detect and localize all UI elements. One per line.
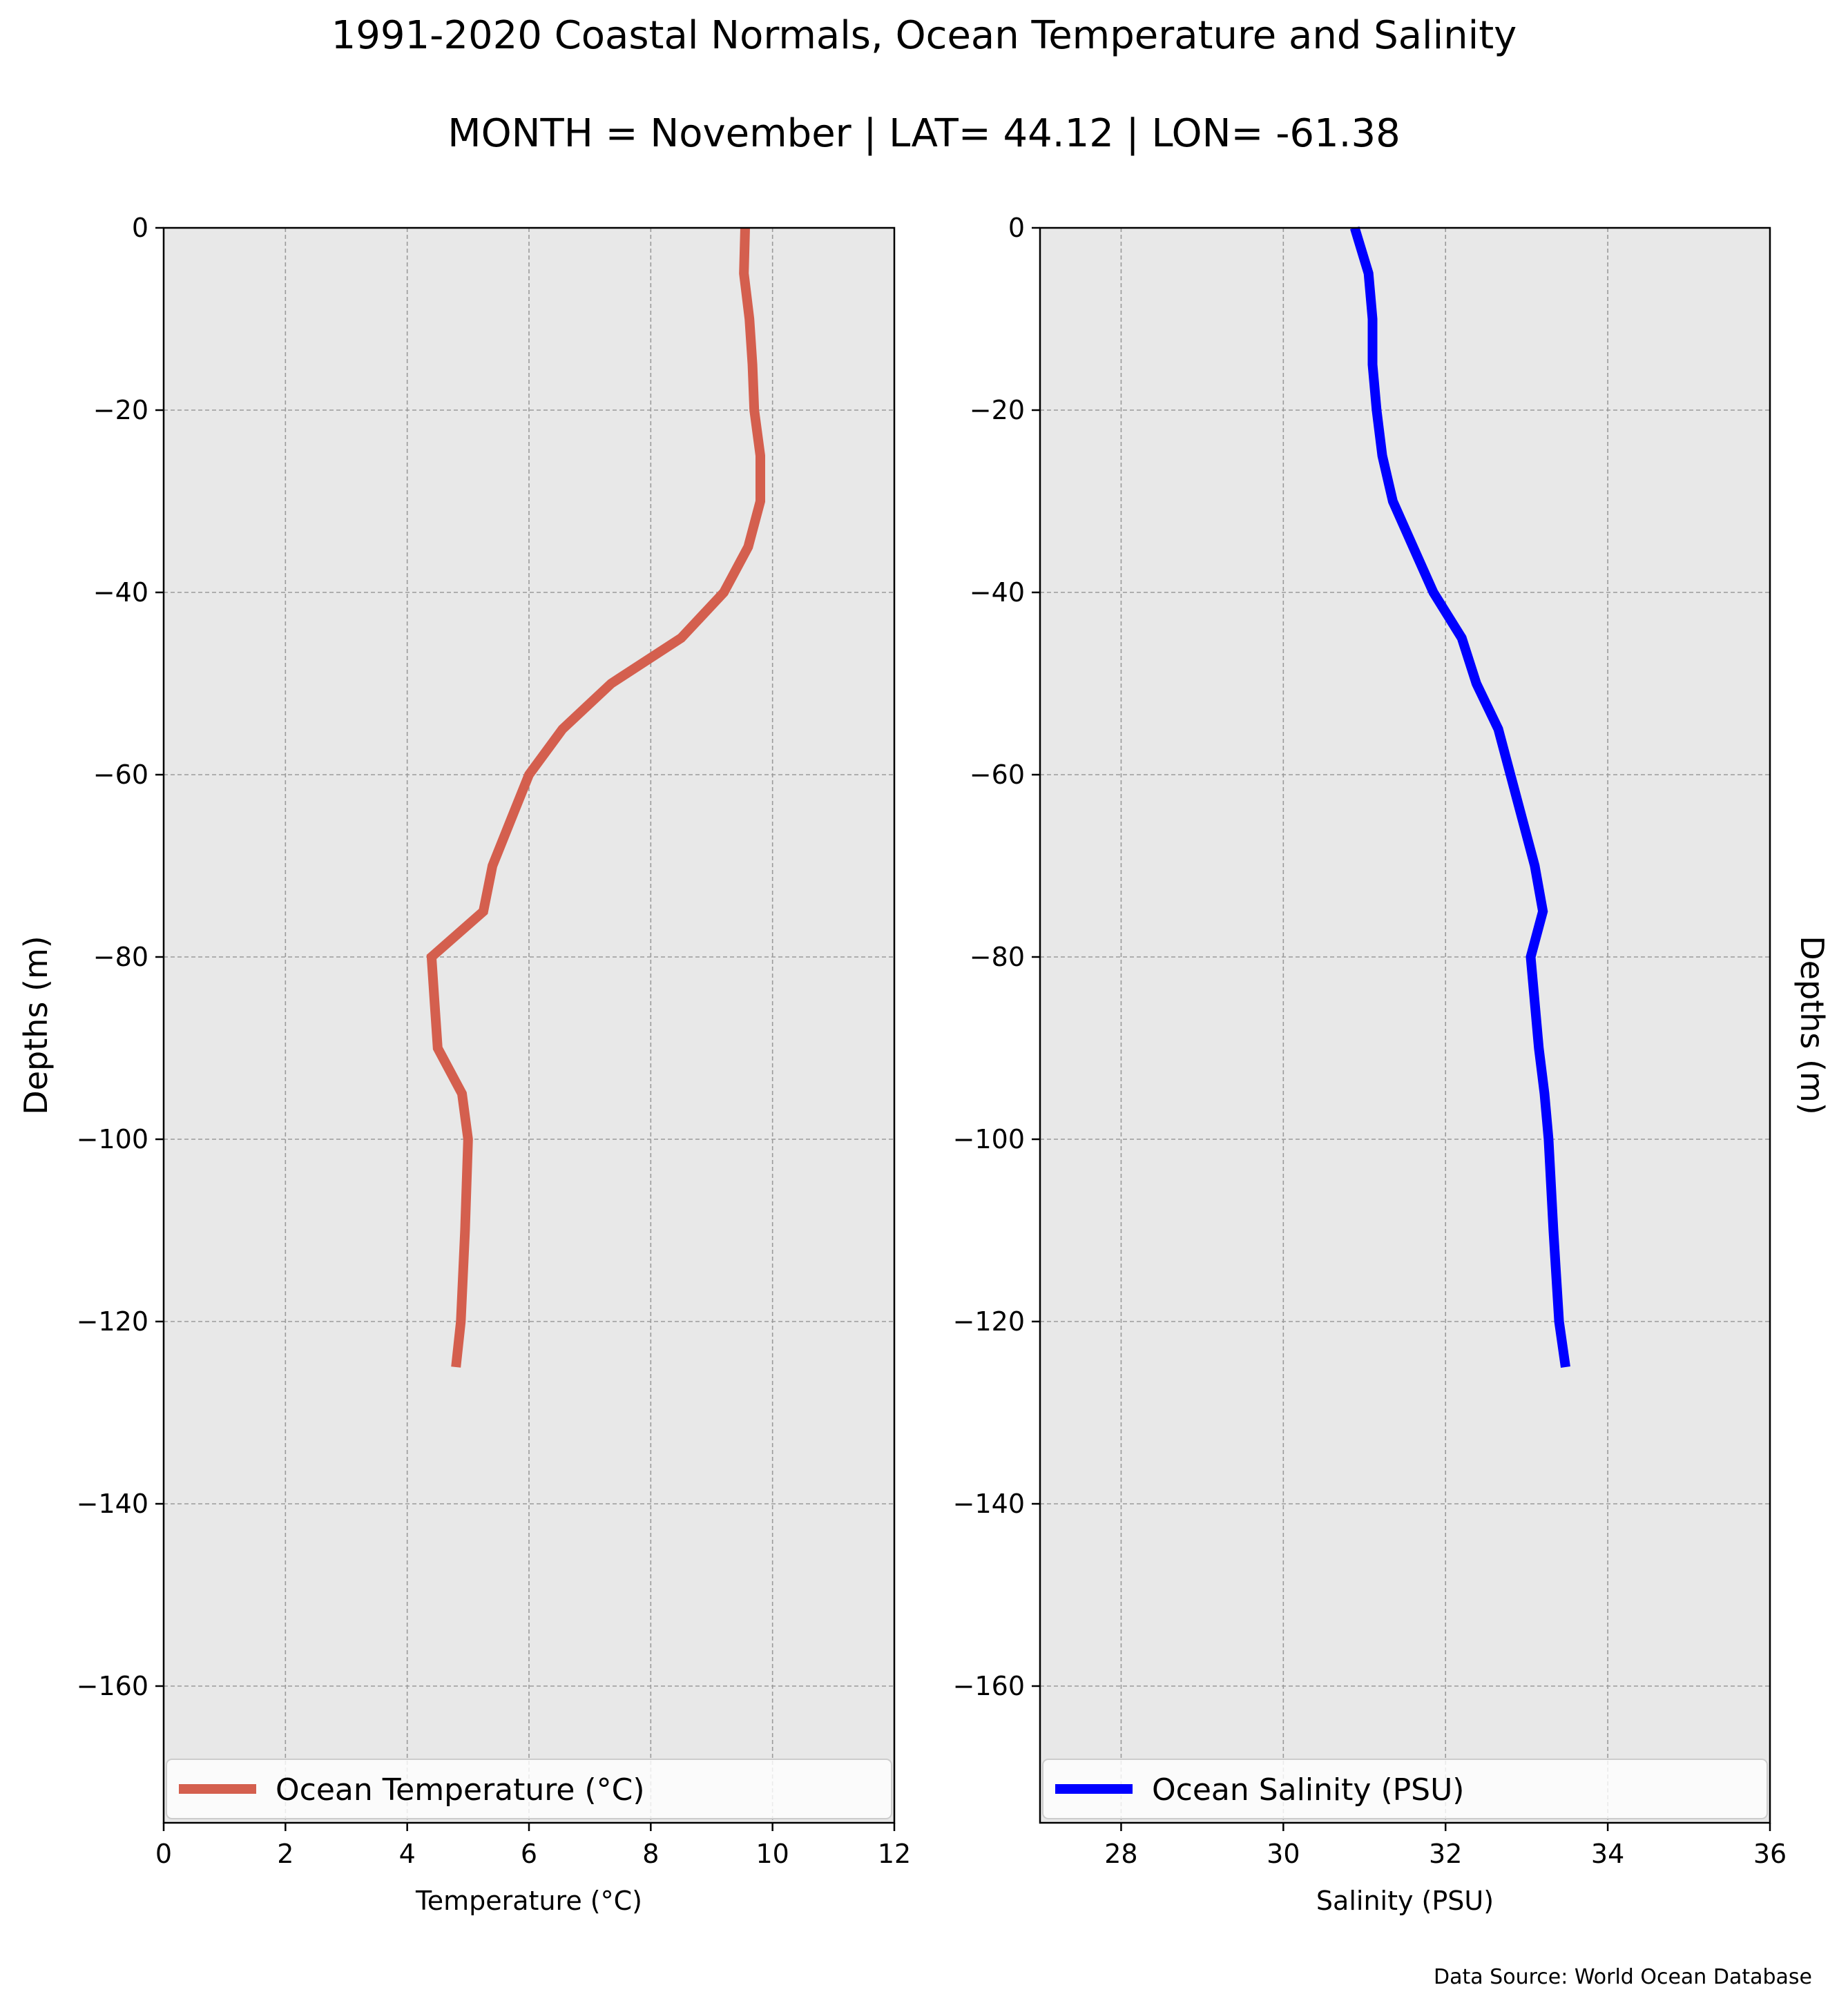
y-tick-label: −20 (970, 395, 1025, 425)
y-tick-label: −40 (93, 577, 148, 608)
axes-frame (1039, 226, 1771, 1824)
plot-area (1040, 228, 1770, 1823)
legend: Ocean Temperature (°C) (166, 1759, 892, 1819)
y-tick-label: −100 (953, 1124, 1025, 1154)
y-tick-label: 0 (132, 213, 148, 243)
x-tick-label: 30 (1267, 1839, 1300, 1869)
x-tick-label: 0 (155, 1839, 172, 1869)
legend: Ocean Salinity (PSU) (1042, 1759, 1768, 1819)
y-tick-label: −160 (953, 1671, 1025, 1701)
x-tick-label: 10 (755, 1839, 789, 1869)
x-tick-label: 36 (1753, 1839, 1787, 1869)
figure-title: 1991-2020 Coastal Normals, Ocean Tempera… (331, 13, 1517, 58)
y-tick-label: −140 (953, 1489, 1025, 1519)
y-tick-label: −80 (970, 942, 1025, 972)
y-tick-label: −80 (93, 942, 148, 972)
y-tick-label: −100 (77, 1124, 148, 1154)
y-tick-label: −120 (953, 1306, 1025, 1337)
x-tick-label: 8 (642, 1839, 659, 1869)
series-line (1350, 226, 1570, 1368)
y-tick-label: −60 (970, 759, 1025, 790)
y-tick-label: −20 (93, 395, 148, 425)
x-tick-label: 28 (1104, 1839, 1137, 1869)
x-axis-label: Salinity (PSU) (1316, 1886, 1494, 1916)
y-tick-label: −140 (77, 1489, 148, 1519)
legend-label: Ocean Salinity (PSU) (1152, 1772, 1464, 1808)
temperature-panel: Ocean Temperature (°C) 0 2 4 6 8 10 12 0 −20 −40 −6… (17, 213, 911, 1916)
y-tick-label: −40 (970, 577, 1025, 608)
y-axis-label: Depths (m) (1793, 936, 1831, 1114)
x-tick-label: 34 (1591, 1839, 1624, 1869)
legend-label: Ocean Temperature (°C) (276, 1772, 645, 1808)
legend-frame (166, 1759, 892, 1819)
y-axis-label: Depths (m) (17, 936, 55, 1114)
y-tick-label: −160 (77, 1671, 148, 1701)
figure-subtitle: MONTH = November | LAT= 44.12 | LON= -61… (447, 111, 1401, 156)
x-tick-label: 4 (399, 1839, 416, 1869)
y-tick-label: −120 (77, 1306, 148, 1337)
x-tick-label: 6 (521, 1839, 537, 1869)
series-line (426, 227, 765, 1368)
data-source-note: Data Source: World Ocean Database (1434, 1965, 1812, 1989)
x-tick-label: 2 (277, 1839, 293, 1869)
salinity-panel: Ocean Salinity (PSU) 28 30 32 34 36 0 −20 −40 −60… (953, 213, 1831, 1916)
legend-frame (1042, 1759, 1768, 1819)
x-tick-label: 32 (1429, 1839, 1462, 1869)
x-axis-label: Temperature (°C) (415, 1886, 642, 1916)
y-tick-label: −60 (93, 759, 148, 790)
x-tick-label: 12 (878, 1839, 911, 1869)
y-tick-label: 0 (1008, 213, 1025, 243)
